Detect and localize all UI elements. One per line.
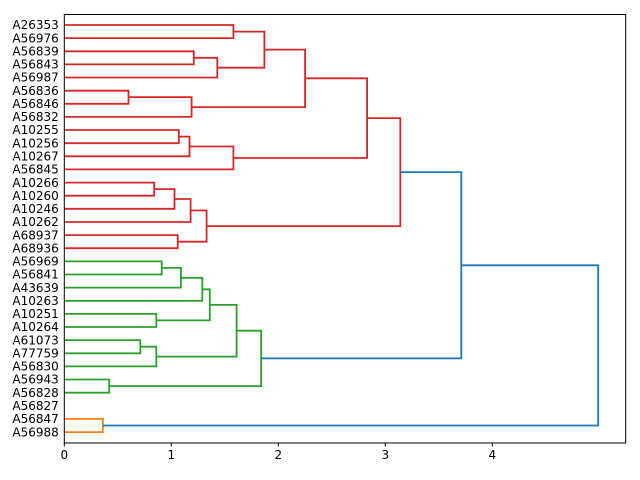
- linkage-B1: [261, 171, 463, 360]
- leaf-label: A10263: [12, 294, 58, 308]
- leaf-label: A10266: [12, 176, 58, 190]
- leaf-label: A56969: [12, 255, 58, 269]
- leaf-label: A56828: [12, 386, 58, 400]
- linkage-G7: [64, 345, 158, 368]
- linkage-R16: [177, 209, 208, 243]
- x-tick-label: 4: [488, 448, 496, 462]
- leaf-label: A56846: [12, 97, 58, 111]
- linkage-R15: [64, 234, 179, 250]
- linkage-R4: [217, 30, 266, 69]
- linkage-R17: [206, 117, 402, 227]
- linkage-R5: [64, 89, 130, 105]
- leaf-label: A56988: [12, 425, 58, 439]
- leaf-label: A10256: [12, 136, 58, 150]
- x-tick-label: 0: [60, 448, 68, 462]
- leaf-label: A56845: [12, 163, 58, 177]
- linkage-R13: [64, 188, 176, 210]
- linkage-O1: [64, 418, 104, 433]
- x-tick-label: 2: [274, 448, 282, 462]
- linkage-G6: [64, 339, 142, 355]
- leaf-label: A56847: [12, 412, 58, 426]
- leaf-label: A10255: [12, 123, 58, 137]
- leaf-label: A68937: [12, 228, 58, 242]
- linkage-G4: [64, 313, 158, 328]
- leaf-label: A10267: [12, 150, 58, 164]
- leaf-label: A56976: [12, 31, 58, 45]
- leaf-label: A56827: [12, 399, 58, 413]
- linkage-R9: [64, 135, 191, 158]
- linkage-R10: [64, 145, 235, 171]
- leaf-label: A56841: [12, 268, 58, 282]
- leaf-label: A10262: [12, 215, 58, 229]
- linkage-G9: [64, 378, 111, 394]
- leaf-label: A10246: [12, 202, 58, 216]
- linkage-R2: [64, 50, 195, 66]
- linkage-G10: [109, 329, 263, 387]
- leaf-label: A56987: [12, 71, 58, 85]
- leaf-label: A26353: [12, 18, 58, 32]
- leaf-label: A77759: [12, 346, 58, 360]
- linkage-G8: [156, 304, 238, 358]
- axes-spines: [63, 14, 627, 444]
- leaf-label: A10260: [12, 189, 58, 203]
- leaf-label: A56836: [12, 84, 58, 98]
- leaf-label: A56943: [12, 373, 58, 387]
- linkage-G2: [64, 267, 182, 289]
- linkage-R11: [233, 77, 368, 159]
- linkage-R8: [64, 129, 180, 145]
- x-tick-label: 1: [167, 448, 175, 462]
- x-tick-label: 3: [381, 448, 389, 462]
- leaf-label: A56830: [12, 360, 58, 374]
- leaf-label: A56839: [12, 44, 58, 58]
- leaf-label: A61073: [12, 333, 58, 347]
- linkage-R1: [64, 24, 235, 39]
- leaf-label: A10251: [12, 307, 58, 321]
- linkage-B2: [102, 264, 600, 427]
- leaf-label: A43639: [12, 281, 58, 295]
- leaf-label: A56832: [12, 110, 58, 124]
- leaf-label: A10264: [12, 320, 58, 334]
- linkage-R14: [64, 198, 192, 223]
- linkage-R12: [64, 181, 156, 197]
- linkage-G1: [64, 260, 163, 276]
- leaf-label: A56843: [12, 58, 58, 72]
- leaf-label: A68936: [12, 241, 58, 255]
